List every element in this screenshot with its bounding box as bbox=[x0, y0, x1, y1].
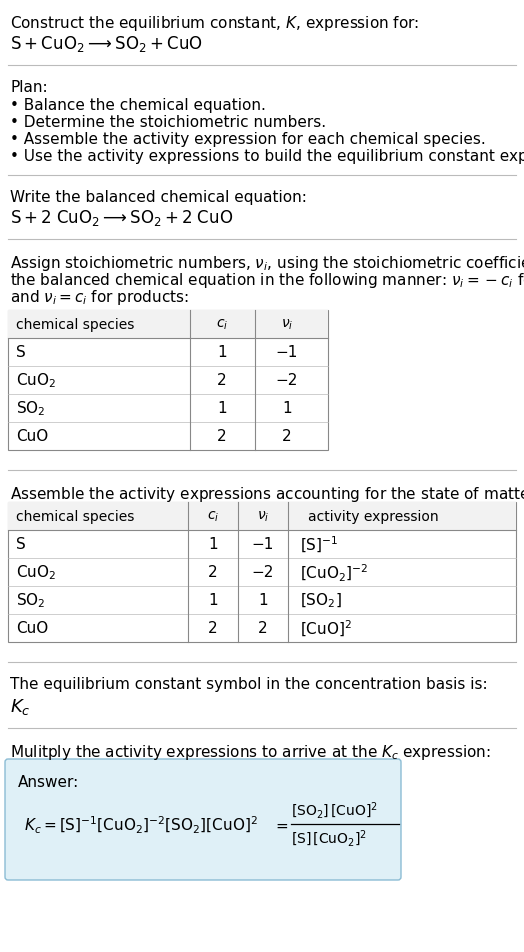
Text: and $\nu_i = c_i$ for products:: and $\nu_i = c_i$ for products: bbox=[10, 288, 189, 307]
Text: $\mathrm{SO_2}$: $\mathrm{SO_2}$ bbox=[16, 591, 46, 609]
Text: 1: 1 bbox=[217, 346, 227, 360]
Text: • Balance the chemical equation.: • Balance the chemical equation. bbox=[10, 98, 266, 113]
Text: Construct the equilibrium constant, $K$, expression for:: Construct the equilibrium constant, $K$,… bbox=[10, 14, 419, 33]
Text: $[\mathrm{CuO}]^2$: $[\mathrm{CuO}]^2$ bbox=[300, 618, 352, 639]
Text: 1: 1 bbox=[217, 401, 227, 416]
Text: 2: 2 bbox=[282, 429, 292, 444]
Text: 2: 2 bbox=[217, 373, 227, 388]
Text: Assemble the activity expressions accounting for the state of matter and $\nu_i$: Assemble the activity expressions accoun… bbox=[10, 485, 524, 504]
Text: $c_i$: $c_i$ bbox=[216, 317, 228, 332]
Text: S: S bbox=[16, 346, 26, 360]
Text: $[\mathrm{S}]\,[\mathrm{CuO_2}]^2$: $[\mathrm{S}]\,[\mathrm{CuO_2}]^2$ bbox=[291, 828, 367, 848]
Text: • Determine the stoichiometric numbers.: • Determine the stoichiometric numbers. bbox=[10, 115, 326, 129]
Text: $\mathrm{S + 2\;CuO_2 \longrightarrow SO_2 + 2\;CuO}$: $\mathrm{S + 2\;CuO_2 \longrightarrow SO… bbox=[10, 208, 233, 228]
Text: $K_c$: $K_c$ bbox=[10, 696, 30, 716]
Text: • Assemble the activity expression for each chemical species.: • Assemble the activity expression for e… bbox=[10, 132, 486, 147]
FancyBboxPatch shape bbox=[5, 759, 401, 880]
Text: $=$: $=$ bbox=[273, 817, 289, 832]
Text: $[\mathrm{SO_2}]$: $[\mathrm{SO_2}]$ bbox=[300, 591, 342, 609]
Text: 2: 2 bbox=[217, 429, 227, 444]
Text: −1: −1 bbox=[276, 346, 298, 360]
Text: The equilibrium constant symbol in the concentration basis is:: The equilibrium constant symbol in the c… bbox=[10, 676, 488, 691]
Text: Mulitply the activity expressions to arrive at the $K_c$ expression:: Mulitply the activity expressions to arr… bbox=[10, 743, 490, 762]
Text: −2: −2 bbox=[276, 373, 298, 388]
Text: $\mathrm{CuO_2}$: $\mathrm{CuO_2}$ bbox=[16, 563, 56, 582]
Text: chemical species: chemical species bbox=[16, 509, 134, 524]
Text: $\nu_i$: $\nu_i$ bbox=[281, 317, 293, 332]
Text: $\mathrm{SO_2}$: $\mathrm{SO_2}$ bbox=[16, 399, 46, 418]
Bar bbox=[8, 310, 328, 450]
Text: Plan:: Plan: bbox=[10, 80, 48, 95]
Text: chemical species: chemical species bbox=[16, 318, 134, 331]
Text: $c_i$: $c_i$ bbox=[207, 509, 219, 524]
Text: the balanced chemical equation in the following manner: $\nu_i = -c_i$ for react: the balanced chemical equation in the fo… bbox=[10, 270, 524, 289]
Bar bbox=[8, 503, 516, 530]
Text: Answer:: Answer: bbox=[18, 774, 79, 789]
Text: activity expression: activity expression bbox=[308, 509, 439, 524]
Text: 1: 1 bbox=[282, 401, 292, 416]
Text: $\mathrm{S + CuO_2 \longrightarrow SO_2 + CuO}$: $\mathrm{S + CuO_2 \longrightarrow SO_2 … bbox=[10, 34, 203, 54]
Text: $\nu_i$: $\nu_i$ bbox=[257, 509, 269, 524]
Text: 2: 2 bbox=[208, 621, 218, 636]
Text: $[\mathrm{SO_2}]\,[\mathrm{CuO}]^2$: $[\mathrm{SO_2}]\,[\mathrm{CuO}]^2$ bbox=[291, 800, 378, 821]
Text: 1: 1 bbox=[258, 593, 268, 608]
Text: S: S bbox=[16, 537, 26, 552]
Text: −2: −2 bbox=[252, 565, 274, 580]
Text: 2: 2 bbox=[258, 621, 268, 636]
Text: 2: 2 bbox=[208, 565, 218, 580]
Text: • Use the activity expressions to build the equilibrium constant expression.: • Use the activity expressions to build … bbox=[10, 149, 524, 164]
Text: $K_c = [\mathrm{S}]^{-1} [\mathrm{CuO_2}]^{-2} [\mathrm{SO_2}] [\mathrm{CuO}]^2$: $K_c = [\mathrm{S}]^{-1} [\mathrm{CuO_2}… bbox=[24, 814, 258, 835]
Text: $[\mathrm{S}]^{-1}$: $[\mathrm{S}]^{-1}$ bbox=[300, 534, 339, 554]
Text: CuO: CuO bbox=[16, 621, 48, 636]
Bar bbox=[8, 503, 516, 643]
Text: 1: 1 bbox=[208, 593, 218, 608]
Text: $[\mathrm{CuO_2}]^{-2}$: $[\mathrm{CuO_2}]^{-2}$ bbox=[300, 562, 368, 583]
Text: 1: 1 bbox=[208, 537, 218, 552]
Text: Assign stoichiometric numbers, $\nu_i$, using the stoichiometric coefficients, $: Assign stoichiometric numbers, $\nu_i$, … bbox=[10, 254, 524, 272]
Text: $\mathrm{CuO_2}$: $\mathrm{CuO_2}$ bbox=[16, 371, 56, 390]
Text: CuO: CuO bbox=[16, 429, 48, 444]
Text: −1: −1 bbox=[252, 537, 274, 552]
Text: Write the balanced chemical equation:: Write the balanced chemical equation: bbox=[10, 189, 307, 205]
Bar bbox=[8, 310, 328, 339]
